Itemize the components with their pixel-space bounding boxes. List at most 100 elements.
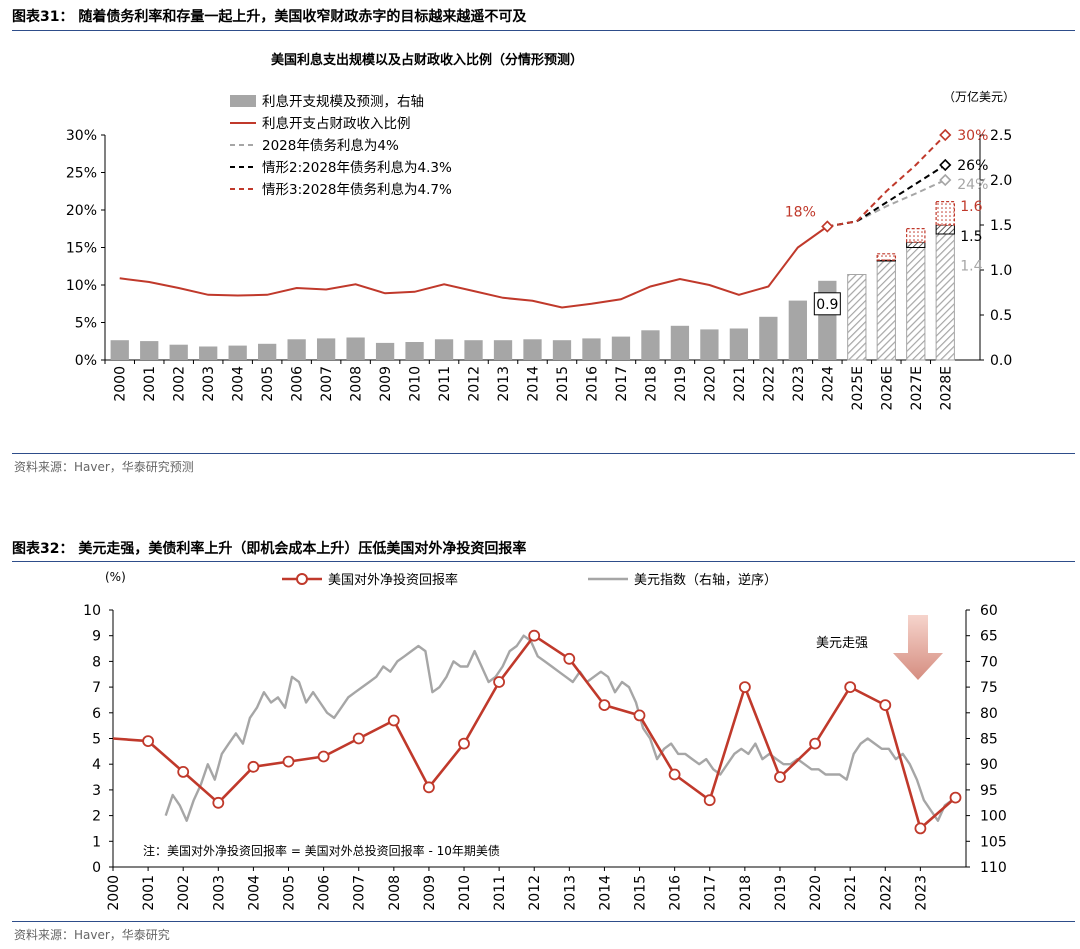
chart1-x-tick-label: 2017 [614, 366, 630, 402]
chart1-bar [759, 316, 778, 360]
chart1-forecast-end-marker [939, 128, 952, 142]
chart1-bar [523, 339, 542, 360]
chart1-title: 美国利息支出规模以及占财政收入比例（分情形预测） [271, 52, 583, 68]
chart2-return-point [177, 765, 190, 778]
chart2-return-point [352, 732, 365, 745]
chart2-left-tick-label: 4 [92, 757, 101, 773]
chart2-return-point [703, 794, 716, 807]
chart1-bar [316, 338, 336, 360]
chart1-forecast-bar [935, 233, 955, 361]
chart2-x-tick-label: 2011 [492, 875, 508, 911]
chart1-x-tick-label: 2018 [643, 366, 659, 402]
chart2-left-tick-label: 0 [92, 860, 101, 876]
chart2-x-tick-label: 2020 [808, 875, 824, 911]
chart2-x-tick-label: 2021 [843, 875, 859, 911]
chart1-x-tick-label: 2008 [349, 366, 365, 402]
chart2-return-point [142, 735, 155, 748]
figure2-chart: (%) 美国对外净投资回报率 美元指数（右轴，逆序） 0 1 2 3 4 5 6 7 8 9 10 60 65… [83, 570, 1007, 911]
chart1-label-26pct: 26% [957, 158, 988, 174]
chart1-legend-label: 情形2:2028年债务利息为4.3% [262, 159, 452, 176]
chart2-right-tick-label: 60 [980, 603, 998, 619]
chart2-return-point [387, 714, 400, 727]
chart1-x-tick-label: 2021 [732, 366, 748, 402]
figure1-header: 图表31： 随着债务利率和存量一起上升，美国收窄财政赤字的目标越来越遥不可及 [12, 9, 527, 25]
chart2-right-tick-label: 90 [980, 757, 998, 773]
chart2-x-tick-label: 2003 [211, 875, 227, 911]
chart2-left-tick-label: 2 [92, 809, 101, 825]
chart1-right-tick-label: 1.5 [990, 218, 1012, 234]
chart1-bar [199, 346, 218, 360]
chart1-legend-swatch [230, 95, 256, 107]
chart1-x-tick-label: 2025E [850, 366, 866, 410]
chart1-bar [434, 339, 454, 360]
chart2-dollar-line [164, 634, 953, 822]
chart1-label-24pct: 24% [957, 177, 988, 193]
chart2-left-tick-label: 10 [83, 603, 101, 619]
chart1-scenario3-bar [906, 228, 926, 243]
chart2-right-tick-label: 75 [980, 680, 998, 696]
chart2-return-point [774, 771, 786, 784]
chart2-right-tick-label: 70 [980, 654, 998, 670]
chart1-right-tick-label: 0.0 [990, 353, 1012, 369]
chart1-legend-label: 利息开支占财政收入比例 [262, 115, 411, 132]
chart1-left-tick-label: 5% [75, 316, 97, 332]
chart1-forecast-bar [876, 260, 896, 361]
chart1-left-tick-label: 15% [66, 241, 97, 257]
chart1-x-tick-label: 2022 [761, 366, 777, 402]
chart1-forecast-line-1 [827, 179, 946, 228]
chart1-forecast-end-marker [939, 173, 952, 187]
chart2-left-tick-label: 5 [92, 732, 101, 748]
chart1-forecast-line-3 [827, 134, 947, 228]
chart2-x-tick-label: 2013 [562, 875, 578, 911]
chart2-x-tick-label: 2001 [141, 875, 157, 911]
chart1-x-tick-label: 2005 [260, 366, 276, 402]
chart1-right-tick-label: 1.0 [990, 263, 1012, 279]
chart2-return-point [949, 791, 962, 804]
figure2-bottom-rule [12, 921, 1075, 922]
chart1-x-tick-label: 2023 [791, 366, 807, 402]
chart1-left-tick-label: 25% [66, 166, 97, 182]
chart2-right-tick-label: 80 [980, 706, 998, 722]
chart1-forecast-bar [847, 274, 867, 361]
chart2-return-point [668, 768, 681, 781]
chart1-left-tick-label: 10% [66, 278, 97, 294]
chart1-x-tick-label: 2010 [408, 366, 424, 402]
chart1-bar [228, 345, 247, 360]
chart2-x-tick-label: 2019 [773, 875, 789, 911]
chart1-bar [670, 325, 690, 360]
chart2-x-tick-label: 2002 [176, 875, 192, 911]
chart1-x-tick-label: 2011 [437, 366, 453, 402]
chart2-return-point [739, 681, 751, 693]
figure1-bottom-rule [12, 453, 1075, 454]
chart1-bar [405, 342, 424, 360]
chart1-legend-label: 利息开支规模及预测，右轴 [262, 93, 424, 110]
chart1-x-tick-label: 2026E [879, 366, 895, 410]
chart1-label-18pct: 18% [785, 205, 816, 221]
chart1-x-tick-label: 2009 [378, 366, 394, 402]
chart2-x-tick-label: 2022 [878, 875, 894, 911]
chart1-legend-label: 情形3:2028年债务利息为4.7% [262, 181, 452, 198]
chart1-scenario3-bar [876, 253, 897, 261]
chart1-x-tick-label: 2028E [938, 366, 954, 410]
chart1-2024-marker [821, 220, 834, 233]
chart1-bar [700, 329, 719, 360]
chart1-x-tick-label: 2003 [201, 366, 217, 402]
chart2-return-point [914, 822, 927, 835]
chart1-label-box [813, 292, 841, 316]
chart1-x-tick-label: 2012 [467, 366, 483, 402]
chart1-x-tick-label: 2013 [496, 366, 512, 402]
chart1-bar [552, 340, 572, 360]
chart1-x-tick-label: 2024 [820, 366, 836, 402]
chart1-bar [611, 336, 631, 360]
chart2-x-tick-label: 2010 [457, 875, 473, 911]
figure2-source: 资料来源：Haver，华泰研究 [14, 928, 170, 942]
chart2-legend-label-return: 美国对外净投资回报率 [328, 572, 458, 588]
chart1-bar [493, 340, 513, 360]
figure2-top-rule [12, 561, 1075, 562]
chart1-x-tick-label: 2020 [702, 366, 718, 402]
chart1-x-tick-label: 2007 [319, 366, 335, 402]
chart1-left-tick-label: 20% [66, 203, 97, 219]
chart2-return-point [879, 699, 892, 712]
chart1-bar [169, 344, 188, 360]
chart1-x-tick-label: 2019 [673, 366, 689, 402]
